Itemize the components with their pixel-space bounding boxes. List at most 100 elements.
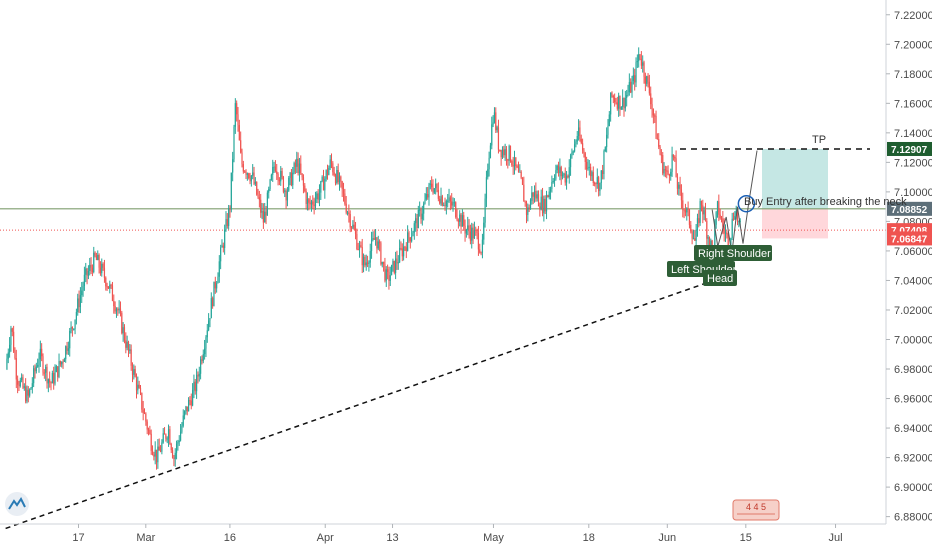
candle-body <box>632 75 634 81</box>
candle-body <box>586 161 588 170</box>
candle-body <box>408 232 410 238</box>
candle-body <box>581 143 584 151</box>
earnings-badge[interactable]: 4 4 5 <box>732 499 780 521</box>
candle-body <box>297 158 299 174</box>
candle-body <box>341 181 343 190</box>
candle-body <box>137 384 139 391</box>
candle-body <box>262 210 264 223</box>
candle-body <box>381 261 383 265</box>
support-trendline[interactable] <box>5 272 735 530</box>
candle-body <box>497 127 500 150</box>
candle-body <box>181 425 183 432</box>
candle-body <box>734 215 736 219</box>
candle-body <box>630 81 632 93</box>
candle-body <box>21 377 23 381</box>
candle-body <box>680 189 683 201</box>
candle-body <box>214 281 216 289</box>
candle-body <box>519 171 521 173</box>
candle-body <box>169 429 171 445</box>
candle-body <box>435 183 437 189</box>
candle-body <box>622 97 624 107</box>
candle-body <box>496 127 498 131</box>
price-axis[interactable]: 7.22000 7.20000 7.18000 7.16000 7.14000 7.120… <box>886 10 932 524</box>
candle-body <box>560 167 562 177</box>
candle-body <box>113 300 115 307</box>
candle-body <box>652 109 654 116</box>
x-tick-label: 17 <box>72 532 84 544</box>
candle-body <box>179 431 182 441</box>
candle-body <box>480 252 482 254</box>
candle-body <box>545 195 548 212</box>
candle-body <box>349 214 351 228</box>
candle-body <box>448 197 450 201</box>
y-tick-label: 7.00000 <box>894 334 932 346</box>
candle-body <box>604 147 606 151</box>
candle-body <box>683 209 685 211</box>
candle-body <box>105 277 107 287</box>
candle-body <box>149 430 151 434</box>
candle-body <box>281 170 283 177</box>
candle-body <box>69 330 71 349</box>
candle-body <box>707 237 709 239</box>
pattern-path[interactable] <box>711 150 758 254</box>
y-tick-label: 7.04000 <box>894 275 932 287</box>
candle-body <box>548 191 550 198</box>
candle-body <box>348 212 350 215</box>
candle-body <box>325 170 327 179</box>
candle-body <box>602 170 604 175</box>
candle-body <box>266 192 268 216</box>
candle-body <box>561 174 564 177</box>
candle-body <box>690 224 692 232</box>
candle-body <box>182 415 184 426</box>
y-tick-label: 7.20000 <box>894 39 932 51</box>
candle-body <box>163 433 166 435</box>
candle-body <box>224 229 226 248</box>
candle-body <box>572 151 574 153</box>
candle-body <box>268 189 270 193</box>
candle-body <box>656 138 658 140</box>
candle-body <box>576 136 578 142</box>
candle-body <box>655 115 657 139</box>
candle-body <box>23 386 25 388</box>
candle-body <box>493 112 496 123</box>
candle-body <box>596 177 598 184</box>
candle-body <box>599 182 601 192</box>
time-axis[interactable]: 17 Mar 16 Apr 13 May 18 Jun 15 Jul <box>72 524 843 544</box>
tradingview-logo-icon[interactable] <box>5 492 29 516</box>
candle-body <box>204 348 206 355</box>
candle-body <box>603 150 605 175</box>
candle-body <box>67 348 69 351</box>
candle-body <box>651 104 653 110</box>
breakout-circle[interactable] <box>737 194 756 213</box>
candle-body <box>592 172 594 183</box>
price-badge-value: 7.12907 <box>891 145 928 156</box>
y-tick-label: 7.16000 <box>894 98 932 110</box>
candle-body <box>492 122 494 125</box>
candle-body <box>467 225 469 230</box>
candle-body <box>583 150 585 154</box>
x-tick-label: 13 <box>386 532 398 544</box>
candle-body <box>559 167 561 174</box>
candle-body <box>485 177 488 199</box>
candle-body <box>704 210 707 221</box>
candle-body <box>739 220 741 222</box>
candle-body <box>302 177 305 186</box>
candle-body <box>487 169 489 178</box>
candle-body <box>316 193 318 200</box>
candle-body <box>50 382 52 384</box>
candle-body <box>663 168 665 174</box>
candle-body <box>610 92 612 115</box>
candle-body <box>366 262 369 264</box>
candle-body <box>417 209 419 229</box>
candle-body <box>234 103 236 127</box>
candle-body <box>413 223 415 233</box>
candle-body <box>186 406 188 412</box>
candle-body <box>380 243 382 265</box>
candle-body <box>405 247 407 251</box>
candle-body <box>533 190 536 197</box>
candle-body <box>320 181 322 193</box>
candle-body <box>257 194 259 198</box>
price-badge-bg <box>887 201 932 216</box>
